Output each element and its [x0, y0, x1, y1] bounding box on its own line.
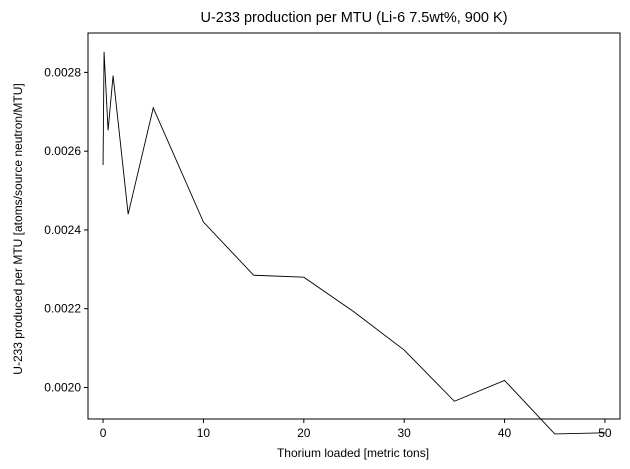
x-tick-label: 30 — [398, 426, 412, 440]
y-axis-ticks: 0.0020 0.0022 0.0024 0.0026 0.0028 — [44, 65, 88, 394]
x-tick-label: 0 — [100, 426, 107, 440]
y-tick-label: 0.0022 — [44, 302, 81, 316]
y-tick-label: 0.0020 — [44, 380, 81, 394]
x-axis-ticks: 0 10 20 30 40 50 — [100, 419, 612, 440]
plot-area-frame — [87, 32, 621, 420]
chart-title: U-233 production per MTU (Li-6 7.5wt%, 9… — [200, 10, 507, 26]
y-tick-label: 0.0026 — [44, 144, 81, 158]
x-axis-label: Thorium loaded [metric tons] — [277, 446, 429, 460]
y-tick-label: 0.0024 — [44, 223, 81, 237]
x-tick-label: 10 — [197, 426, 211, 440]
y-tick-label: 0.0028 — [44, 65, 81, 79]
y-axis-label: U-233 produced per MTU [atoms/source neu… — [11, 83, 25, 374]
x-tick-label: 20 — [297, 426, 311, 440]
x-tick-label: 50 — [598, 426, 612, 440]
series-line — [102, 51, 605, 435]
x-tick-label: 40 — [498, 426, 512, 440]
